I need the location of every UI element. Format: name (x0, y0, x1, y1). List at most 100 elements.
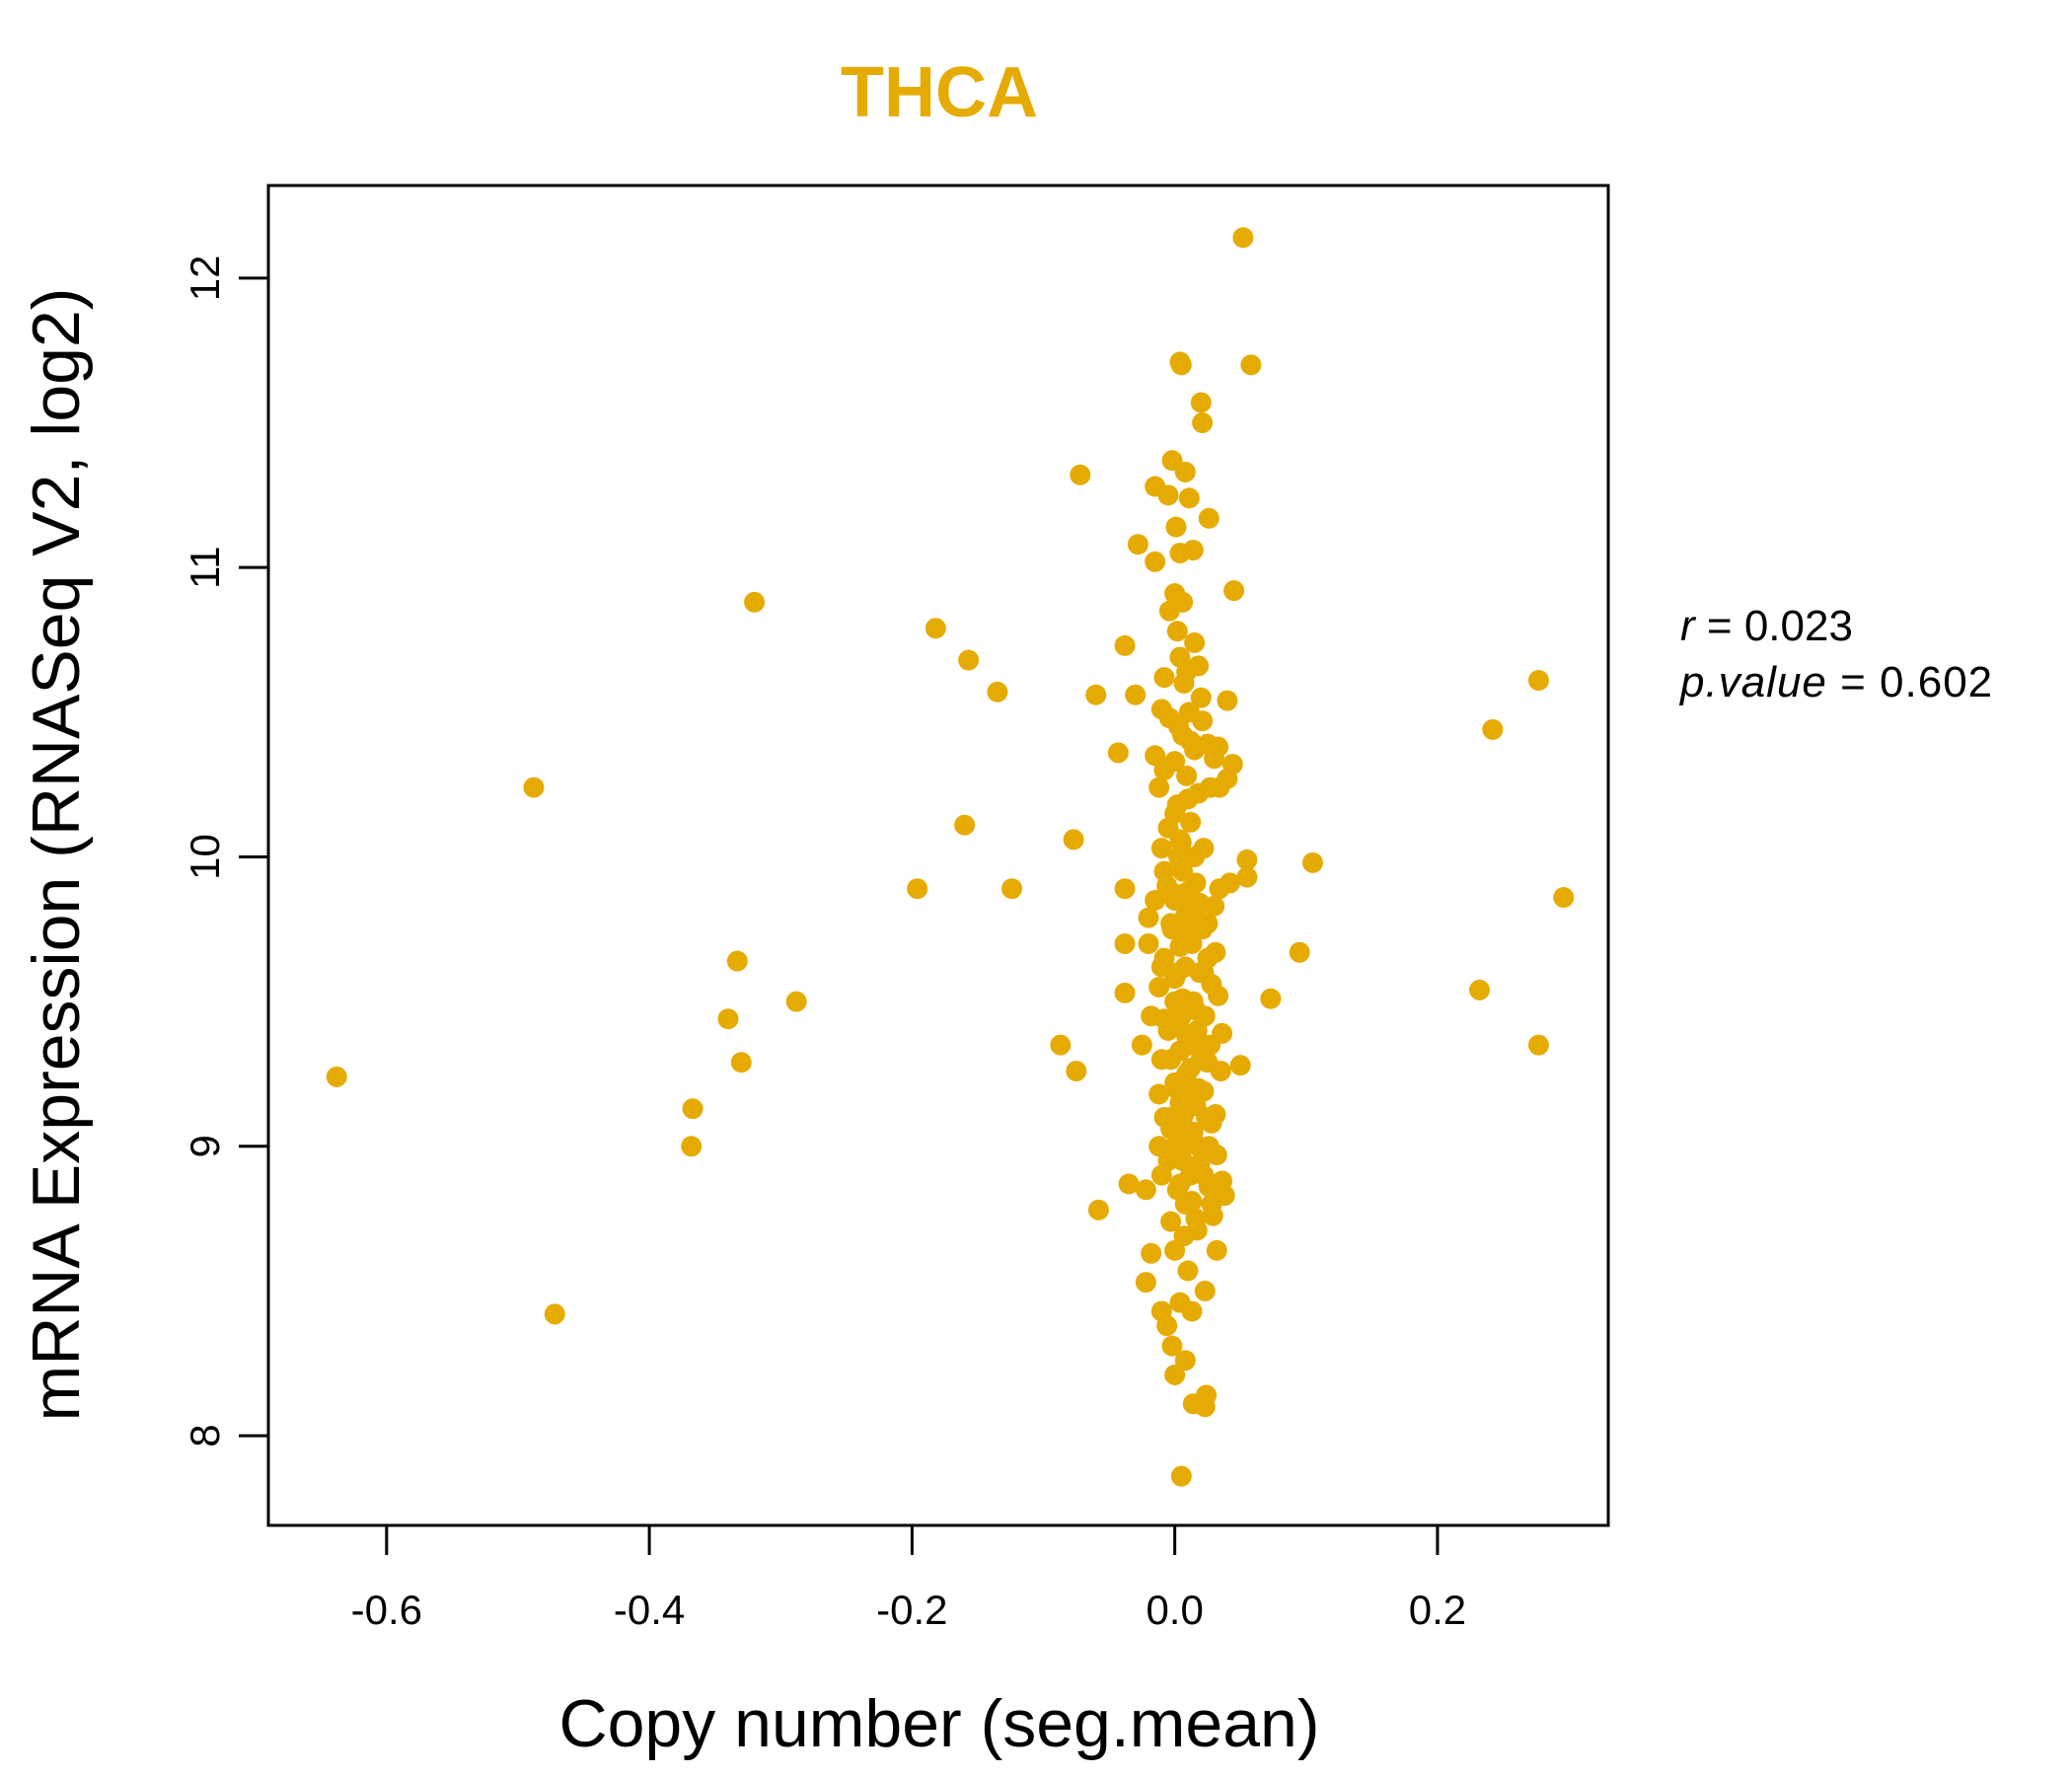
data-point (1131, 1034, 1152, 1056)
data-point (1148, 777, 1170, 798)
data-point (1170, 354, 1192, 376)
data-point (1184, 846, 1206, 867)
data-point (1070, 464, 1091, 485)
data-point (1180, 730, 1202, 752)
data-point (681, 1136, 703, 1157)
data-point (1160, 1211, 1182, 1232)
data-point (1166, 621, 1188, 642)
data-point (1200, 1034, 1221, 1056)
data-point (1210, 1061, 1231, 1082)
data-point (1221, 754, 1243, 776)
data-point (1170, 1005, 1192, 1027)
data-point (1141, 1005, 1162, 1027)
data-point (1190, 687, 1212, 708)
data-point (1174, 1193, 1196, 1215)
data-point (1206, 1239, 1227, 1261)
data-point (1240, 354, 1262, 376)
x-tick-label: -0.6 (351, 1587, 422, 1633)
data-point (1153, 667, 1175, 689)
y-tick-label: 11 (182, 546, 228, 589)
data-point (1204, 895, 1225, 917)
data-point (1208, 985, 1229, 1006)
data-point (1001, 878, 1023, 900)
data-point (1114, 932, 1136, 954)
data-point (1135, 1179, 1156, 1201)
data-point (1165, 516, 1187, 538)
plot-frame (266, 184, 1610, 1527)
data-point (785, 991, 807, 1012)
data-point (1177, 1260, 1199, 1282)
y-axis: 8 9 10 11 12 (182, 255, 270, 1447)
chart-title: THCA (841, 53, 1038, 132)
data-point (1176, 765, 1198, 786)
data-point (1180, 1164, 1202, 1186)
data-point (1217, 690, 1238, 711)
data-point (682, 1098, 703, 1120)
data-point (1066, 1061, 1087, 1082)
data-point (1229, 1055, 1251, 1076)
data-point (1178, 487, 1200, 509)
data-point (1177, 881, 1199, 903)
data-point (1157, 484, 1179, 506)
data-point (1192, 710, 1214, 732)
data-point (1190, 392, 1212, 413)
data-point (1135, 1272, 1156, 1294)
data-point (1527, 1034, 1549, 1056)
data-point (987, 681, 1008, 703)
data-point (1156, 1315, 1178, 1337)
data-point (1150, 838, 1172, 859)
data-point (1164, 1364, 1186, 1385)
p-value: 0.602 (1880, 658, 1993, 706)
data-point (1469, 979, 1491, 1000)
data-point (1482, 718, 1504, 740)
data-point (1196, 1106, 1218, 1128)
data-point (1301, 851, 1323, 873)
data-point (1194, 1280, 1216, 1301)
data-point (1236, 849, 1258, 870)
data-point (744, 591, 766, 613)
data-point (1181, 1300, 1203, 1322)
data-point (730, 1052, 752, 1073)
data-point (1114, 878, 1136, 900)
data-point (1174, 461, 1196, 482)
data-point (1153, 947, 1175, 969)
data-point (544, 1303, 565, 1325)
data-point (1184, 631, 1206, 653)
data-point (1553, 887, 1575, 909)
p-equals: = (1827, 658, 1880, 706)
data-point (1153, 759, 1175, 780)
data-point (1201, 1193, 1222, 1215)
data-point (1145, 551, 1166, 572)
data-point (1223, 580, 1245, 602)
data-point (1260, 988, 1282, 1009)
data-point (1182, 540, 1204, 561)
p-label: p.value (1678, 658, 1827, 706)
data-point (1050, 1034, 1072, 1056)
x-axis-label: Copy number (seg.mean) (558, 1686, 1319, 1761)
x-tick-label: -0.4 (614, 1587, 685, 1633)
data-point (1164, 802, 1186, 824)
data-point (1197, 947, 1219, 969)
data-point (1185, 1208, 1207, 1229)
data-point (1198, 507, 1220, 529)
r-value: 0.023 (1744, 602, 1853, 650)
data-point (1220, 872, 1241, 894)
data-point (1527, 670, 1549, 692)
data-point (1192, 919, 1214, 940)
data-point (726, 950, 748, 972)
y-tick-label: 8 (182, 1424, 228, 1446)
data-point (1177, 1092, 1199, 1114)
data-point (1196, 1384, 1218, 1406)
data-point (925, 618, 946, 639)
data-point (1194, 1005, 1216, 1027)
data-point (1192, 412, 1214, 434)
data-point (1168, 715, 1190, 737)
data-point (1107, 742, 1129, 764)
svg-text:r = 0.023: r = 0.023 (1680, 602, 1853, 650)
y-tick-label: 10 (182, 834, 228, 880)
data-point (1125, 684, 1147, 705)
data-point (1188, 1077, 1210, 1099)
data-points (326, 227, 1575, 1487)
data-point (1085, 684, 1107, 705)
data-point (1157, 1019, 1179, 1041)
